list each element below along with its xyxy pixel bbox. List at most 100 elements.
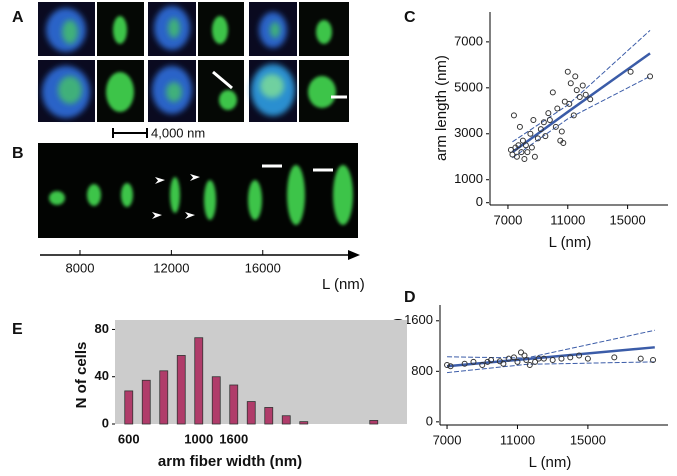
- fit-line: [447, 329, 655, 359]
- x-axis-label: L (nm): [549, 234, 592, 251]
- point: [444, 362, 451, 368]
- point: [470, 358, 477, 365]
- point: [532, 358, 539, 365]
- point: [611, 354, 618, 361]
- point: [513, 153, 520, 160]
- point: [519, 137, 526, 144]
- point: [566, 100, 573, 107]
- bar: [194, 337, 204, 425]
- point: [549, 89, 556, 96]
- point: [564, 68, 571, 75]
- point: [567, 80, 574, 87]
- point: [647, 73, 654, 80]
- point: [537, 126, 544, 133]
- x-axis-label: L (nm): [529, 454, 572, 471]
- micrographs: [38, 2, 349, 138]
- panel-letter: E: [12, 321, 23, 338]
- point: [573, 87, 580, 94]
- point: [500, 360, 507, 367]
- bar: [176, 355, 186, 425]
- y-tick-label: 0: [102, 415, 109, 430]
- point: [650, 356, 657, 363]
- x-axis-label: arm fiber width (nm): [158, 453, 302, 470]
- y-tick-label: 3000: [454, 125, 483, 140]
- point: [582, 91, 589, 98]
- point: [522, 142, 529, 149]
- point: [560, 139, 567, 146]
- point: [509, 151, 516, 158]
- panel-letter: B: [12, 145, 24, 162]
- point: [447, 363, 454, 370]
- point: [510, 354, 517, 361]
- point: [524, 149, 531, 156]
- point: [528, 144, 535, 151]
- point: [558, 355, 565, 362]
- x-tick-label: 7000: [493, 212, 522, 227]
- fit-line: [512, 30, 651, 143]
- y-tick-label: 0: [426, 413, 433, 428]
- point: [542, 133, 549, 140]
- point: [545, 110, 552, 117]
- micrograph-strip: [38, 143, 358, 238]
- scale-bar-label: 4,000 nm: [151, 125, 205, 140]
- bar: [299, 421, 309, 425]
- y-tick-label: 800: [411, 363, 433, 378]
- bar: [281, 415, 291, 425]
- x-tick-label: 11000: [500, 432, 535, 447]
- point: [570, 112, 577, 119]
- point: [530, 116, 537, 123]
- fit-line: [446, 346, 655, 368]
- y-tick-label: 80: [95, 321, 109, 336]
- y-tick-label: 40: [95, 368, 109, 383]
- point: [526, 362, 533, 368]
- point: [587, 96, 594, 103]
- fit-line: [511, 52, 651, 154]
- x-tick-label: 15000: [610, 212, 646, 227]
- point: [461, 360, 468, 367]
- x-tick-label: 8000: [66, 260, 95, 275]
- point: [479, 362, 486, 368]
- point: [546, 116, 553, 123]
- point: [523, 356, 530, 363]
- axis-arrow: [348, 250, 360, 260]
- y-axis-label: arm length (nm): [433, 55, 450, 161]
- point: [576, 94, 583, 101]
- x-tick-label: 1600: [219, 431, 248, 446]
- y-tick-label: 0: [476, 194, 483, 209]
- y-tick-label: 1000: [454, 171, 483, 186]
- x-tick-label: 1000: [184, 431, 213, 446]
- point: [488, 356, 495, 363]
- point: [549, 356, 556, 363]
- x-tick-label: 7000: [433, 432, 462, 447]
- panel-letter: A: [12, 9, 24, 26]
- x-tick-label: 11000: [550, 212, 585, 227]
- y-tick-label: 5000: [454, 79, 483, 94]
- x-tick-label: 600: [118, 431, 140, 446]
- point: [561, 98, 568, 105]
- bar: [246, 401, 256, 425]
- point: [576, 352, 583, 359]
- axis-label: L (nm): [322, 276, 365, 293]
- point: [505, 355, 512, 362]
- point: [637, 355, 644, 362]
- bar: [369, 420, 379, 425]
- point: [517, 349, 524, 356]
- bar: [159, 370, 169, 425]
- x-tick-label: 16000: [245, 260, 281, 275]
- point: [540, 355, 547, 362]
- y-axis-label: N of cells: [73, 342, 90, 409]
- point: [572, 73, 579, 80]
- panel-letter: D: [404, 289, 416, 306]
- point: [567, 354, 574, 361]
- y-tick-label: 7000: [454, 33, 483, 48]
- point: [540, 119, 547, 126]
- fit-line: [446, 361, 655, 374]
- plot-background: [115, 320, 407, 424]
- x-tick-label: 12000: [153, 260, 189, 275]
- bar: [229, 384, 239, 425]
- point: [554, 105, 561, 112]
- point: [558, 128, 565, 135]
- point: [531, 153, 538, 160]
- bar: [141, 379, 151, 425]
